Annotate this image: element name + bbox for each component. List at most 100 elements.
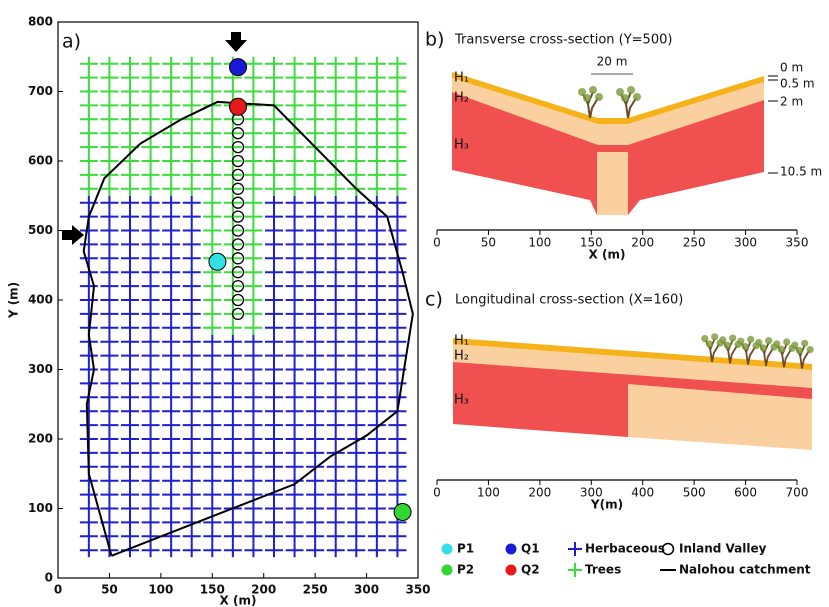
cover-cross: [203, 154, 222, 168]
cover-cross: [141, 459, 160, 474]
cover-cross: [100, 348, 119, 363]
cover-cross: [162, 501, 181, 516]
cover-cross: [244, 515, 263, 530]
cover-cross: [326, 195, 345, 210]
cover-cross: [203, 126, 222, 141]
depth-ticks: [768, 75, 778, 174]
cover-cross: [285, 154, 304, 168]
cover-cross: [265, 432, 283, 446]
cover-cross: [121, 251, 139, 266]
cover-cross: [203, 390, 222, 405]
station-point: [229, 58, 247, 77]
cover-cross: [265, 543, 283, 558]
cover-cross: [326, 320, 345, 335]
cover-cross: [223, 348, 242, 363]
legend-swatch: [661, 542, 675, 556]
cover-cross: [244, 56, 263, 71]
cover-cross: [121, 501, 139, 516]
cover-cross: [306, 418, 325, 433]
cover-cross: [162, 306, 181, 321]
cover-cross: [223, 334, 242, 349]
x-tick-label: 100: [477, 486, 500, 500]
cover-cross: [121, 84, 139, 99]
cover-cross: [326, 293, 345, 307]
cover-cross: [203, 529, 222, 544]
x-tick-label: 300: [354, 583, 379, 597]
valley-point: [231, 224, 245, 237]
cover-cross: [347, 501, 366, 516]
cover-cross: [285, 348, 304, 363]
cover-cross: [100, 84, 119, 99]
cover-cross: [244, 459, 263, 474]
cover-cross: [244, 404, 263, 419]
cover-cross: [182, 390, 201, 405]
tree-icon: [773, 338, 796, 368]
cover-cross: [347, 251, 366, 266]
cover-cross: [244, 84, 263, 99]
cover-cross: [121, 376, 139, 391]
x-axis-label: Y(m): [590, 498, 623, 512]
cover-cross: [223, 515, 242, 530]
cover-cross: [141, 279, 160, 294]
cover-cross: [326, 334, 345, 349]
cover-cross: [244, 251, 263, 266]
cover-cross: [121, 167, 139, 182]
tree-leaf: [711, 333, 719, 341]
cover-cross: [285, 237, 304, 252]
cover-cross: [326, 404, 345, 419]
cover-cross: [141, 112, 160, 127]
cover-cross: [244, 279, 263, 294]
cover-cross: [100, 293, 119, 307]
cover-cross: [121, 306, 139, 321]
cover-cross: [285, 70, 304, 85]
cover-cross: [306, 167, 325, 182]
valley-point: [231, 252, 245, 265]
valley-point: [231, 127, 245, 140]
cover-cross: [79, 293, 98, 307]
legend-label: P2: [457, 563, 474, 577]
cover-cross: [367, 334, 386, 349]
cover-cross: [162, 167, 181, 182]
cover-cross: [244, 362, 263, 377]
cover-cross: [100, 418, 119, 433]
cover-cross: [141, 265, 160, 280]
cover-cross: [121, 390, 139, 405]
cover-cross: [182, 140, 201, 155]
cover-cross: [285, 181, 304, 196]
cover-cross: [367, 265, 386, 280]
cover-cross: [79, 167, 98, 182]
cover-cross: [203, 70, 222, 85]
cover-cross: [182, 98, 201, 113]
panel-label: b): [425, 29, 444, 51]
cover-cross: [141, 70, 160, 85]
cover-cross: [100, 70, 119, 85]
tree-leaf: [589, 86, 597, 94]
cover-cross: [367, 348, 386, 363]
cover-cross: [326, 140, 345, 155]
cover-cross: [100, 154, 119, 168]
cover-cross: [388, 445, 407, 460]
tree-leaf: [755, 338, 763, 347]
cover-cross: [347, 320, 366, 335]
cover-cross: [326, 84, 345, 99]
cover-cross: [141, 84, 160, 99]
cover-cross: [347, 390, 366, 405]
cover-cross: [367, 487, 386, 502]
cover-cross: [79, 140, 98, 155]
cover-cross: [100, 376, 119, 391]
cover-cross: [141, 404, 160, 419]
cover-cross: [121, 459, 139, 474]
cover-cross: [100, 473, 119, 488]
cover-cross: [367, 404, 386, 419]
cover-cross: [100, 487, 119, 502]
cover-cross: [347, 265, 366, 280]
cover-cross: [367, 293, 386, 307]
depth-label: 10.5 m: [780, 165, 822, 179]
panel-title: Transverse cross-section (Y=500): [454, 33, 672, 48]
cover-cross: [326, 98, 345, 113]
cover-cross: [347, 543, 366, 558]
y-tick-label: 500: [28, 223, 53, 237]
cover-cross: [265, 306, 283, 321]
cover-cross: [121, 223, 139, 238]
x-axis-label: X (m): [589, 248, 626, 262]
